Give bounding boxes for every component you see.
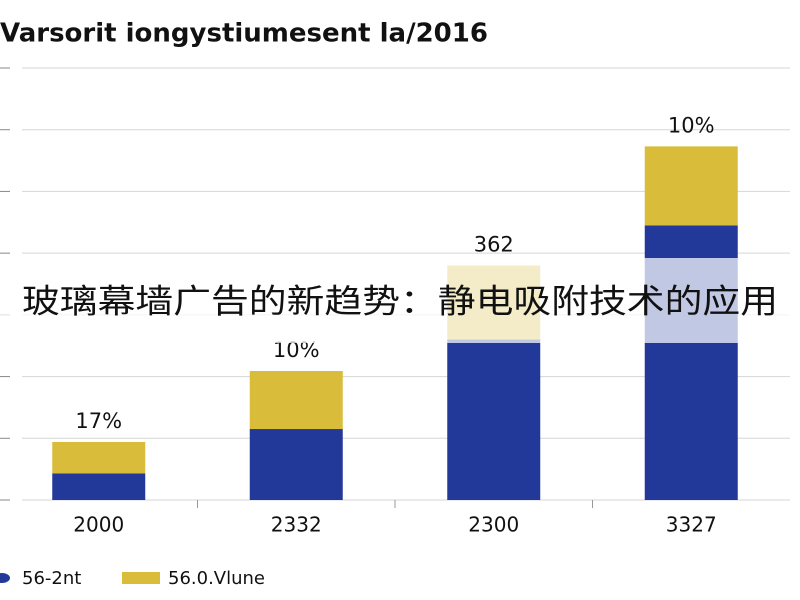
bar-segment: [52, 441, 146, 474]
bar-segment: [447, 339, 541, 500]
overlay-text: 玻璃幕墙广告的新趋势：静电吸附技术的应用: [22, 282, 778, 321]
bar-annotation: 10%: [668, 113, 715, 137]
bar-segment: [249, 429, 343, 500]
legend-label: 56-2nt: [22, 568, 81, 589]
bar-segment: [52, 473, 146, 500]
chart-title: Varsorit iongystiumesent la/2016: [0, 19, 488, 49]
legend-marker: [0, 573, 10, 583]
bar-annotation: 17%: [75, 409, 122, 433]
x-tick-label: 2332: [271, 513, 322, 537]
x-tick-label: 2300: [468, 513, 519, 537]
x-tick-label: 2000: [73, 513, 124, 537]
legend-marker: [122, 572, 160, 584]
legend-label: 56.0.Vlune: [168, 568, 265, 589]
bar-annotation: 362: [474, 232, 514, 256]
bar-segment: [644, 146, 738, 226]
overlay-banner: [0, 258, 800, 343]
x-tick-label: 3327: [666, 513, 717, 537]
bar-segment: [249, 371, 343, 430]
